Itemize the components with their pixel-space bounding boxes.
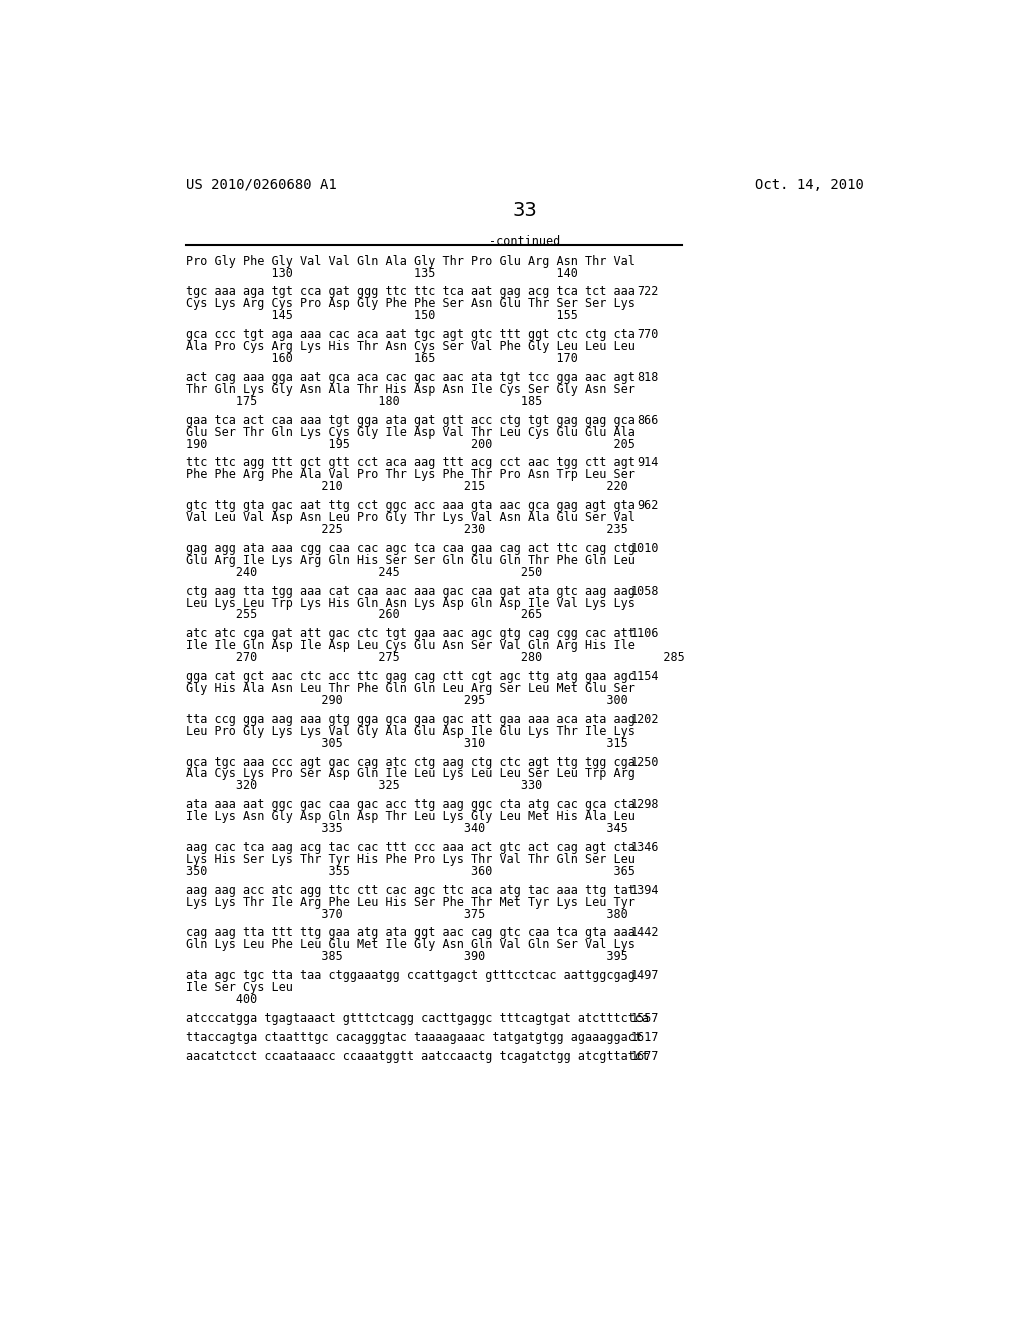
Text: 210                 215                 220: 210 215 220: [186, 480, 628, 494]
Text: 1557: 1557: [631, 1012, 658, 1024]
Text: 225                 230                 235: 225 230 235: [186, 523, 628, 536]
Text: 350                 355                 360                 365: 350 355 360 365: [186, 865, 635, 878]
Text: Lys His Ser Lys Thr Tyr His Phe Pro Lys Thr Val Thr Gln Ser Leu: Lys His Ser Lys Thr Tyr His Phe Pro Lys …: [186, 853, 635, 866]
Text: Glu Arg Ile Lys Arg Gln His Ser Ser Gln Glu Gln Thr Phe Gln Leu: Glu Arg Ile Lys Arg Gln His Ser Ser Gln …: [186, 554, 635, 566]
Text: 914: 914: [638, 457, 658, 470]
Text: Ile Ile Gln Asp Ile Asp Leu Cys Glu Asn Ser Val Gln Arg His Ile: Ile Ile Gln Asp Ile Asp Leu Cys Glu Asn …: [186, 639, 635, 652]
Text: atc atc cga gat att gac ctc tgt gaa aac agc gtg cag cgg cac att: atc atc cga gat att gac ctc tgt gaa aac …: [186, 627, 635, 640]
Text: 1298: 1298: [631, 799, 658, 812]
Text: 130                 135                 140: 130 135 140: [186, 267, 578, 280]
Text: 722: 722: [638, 285, 658, 298]
Text: 385                 390                 395: 385 390 395: [186, 950, 628, 964]
Text: 1250: 1250: [631, 755, 658, 768]
Text: 400: 400: [186, 993, 257, 1006]
Text: Leu Pro Gly Lys Lys Val Gly Ala Glu Asp Ile Glu Lys Thr Ile Lys: Leu Pro Gly Lys Lys Val Gly Ala Glu Asp …: [186, 725, 635, 738]
Text: 190                 195                 200                 205: 190 195 200 205: [186, 437, 635, 450]
Text: 1154: 1154: [631, 671, 658, 682]
Text: 335                 340                 345: 335 340 345: [186, 822, 628, 836]
Text: tgc aaa aga tgt cca gat ggg ttc ttc tca aat gag acg tca tct aaa: tgc aaa aga tgt cca gat ggg ttc ttc tca …: [186, 285, 635, 298]
Text: gtc ttg gta gac aat ttg cct ggc acc aaa gta aac gca gag agt gta: gtc ttg gta gac aat ttg cct ggc acc aaa …: [186, 499, 635, 512]
Text: atcccatgga tgagtaaact gtttctcagg cacttgaggc tttcagtgat atctttctca: atcccatgga tgagtaaact gtttctcagg cacttga…: [186, 1012, 649, 1024]
Text: 145                 150                 155: 145 150 155: [186, 309, 578, 322]
Text: Ile Lys Asn Gly Asp Gln Asp Thr Leu Lys Gly Leu Met His Ala Leu: Ile Lys Asn Gly Asp Gln Asp Thr Leu Lys …: [186, 810, 635, 824]
Text: Phe Phe Arg Phe Ala Val Pro Thr Lys Phe Thr Pro Asn Trp Leu Ser: Phe Phe Arg Phe Ala Val Pro Thr Lys Phe …: [186, 469, 635, 482]
Text: gca tgc aaa ccc agt gac cag atc ctg aag ctg ctc agt ttg tgg cga: gca tgc aaa ccc agt gac cag atc ctg aag …: [186, 755, 635, 768]
Text: 270                 275                 280                 285: 270 275 280 285: [186, 651, 685, 664]
Text: Val Leu Val Asp Asn Leu Pro Gly Thr Lys Val Asn Ala Glu Ser Val: Val Leu Val Asp Asn Leu Pro Gly Thr Lys …: [186, 511, 635, 524]
Text: aag cac tca aag acg tac cac ttt ccc aaa act gtc act cag agt cta: aag cac tca aag acg tac cac ttt ccc aaa …: [186, 841, 635, 854]
Text: US 2010/0260680 A1: US 2010/0260680 A1: [186, 178, 337, 191]
Text: 866: 866: [638, 413, 658, 426]
Text: 1106: 1106: [631, 627, 658, 640]
Text: 1497: 1497: [631, 969, 658, 982]
Text: Gly His Ala Asn Leu Thr Phe Gln Gln Leu Arg Ser Leu Met Glu Ser: Gly His Ala Asn Leu Thr Phe Gln Gln Leu …: [186, 682, 635, 696]
Text: 1010: 1010: [631, 541, 658, 554]
Text: ttc ttc agg ttt gct gtt cct aca aag ttt acg cct aac tgg ctt agt: ttc ttc agg ttt gct gtt cct aca aag ttt …: [186, 457, 635, 470]
Text: Leu Lys Leu Trp Lys His Gln Asn Lys Asp Gln Asp Ile Val Lys Lys: Leu Lys Leu Trp Lys His Gln Asn Lys Asp …: [186, 597, 635, 610]
Text: 160                 165                 170: 160 165 170: [186, 352, 578, 366]
Text: 33: 33: [512, 201, 538, 219]
Text: Gln Lys Leu Phe Leu Glu Met Ile Gly Asn Gln Val Gln Ser Val Lys: Gln Lys Leu Phe Leu Glu Met Ile Gly Asn …: [186, 939, 635, 952]
Text: gca ccc tgt aga aaa cac aca aat tgc agt gtc ttt ggt ctc ctg cta: gca ccc tgt aga aaa cac aca aat tgc agt …: [186, 329, 635, 341]
Text: 320                 325                 330: 320 325 330: [186, 779, 543, 792]
Text: tta ccg gga aag aaa gtg gga gca gaa gac att gaa aaa aca ata aag: tta ccg gga aag aaa gtg gga gca gaa gac …: [186, 713, 635, 726]
Text: 1346: 1346: [631, 841, 658, 854]
Text: Cys Lys Arg Cys Pro Asp Gly Phe Phe Ser Asn Glu Thr Ser Ser Lys: Cys Lys Arg Cys Pro Asp Gly Phe Phe Ser …: [186, 297, 635, 310]
Text: Lys Lys Thr Ile Arg Phe Leu His Ser Phe Thr Met Tyr Lys Leu Tyr: Lys Lys Thr Ile Arg Phe Leu His Ser Phe …: [186, 896, 635, 908]
Text: act cag aaa gga aat gca aca cac gac aac ata tgt tcc gga aac agt: act cag aaa gga aat gca aca cac gac aac …: [186, 371, 635, 384]
Text: -continued: -continued: [489, 235, 560, 248]
Text: 1058: 1058: [631, 585, 658, 598]
Text: ttaccagtga ctaatttgc cacagggtac taaaagaaac tatgatgtgg agaaaggact: ttaccagtga ctaatttgc cacagggtac taaaagaa…: [186, 1031, 642, 1044]
Text: gga cat gct aac ctc acc ttc gag cag ctt cgt agc ttg atg gaa agc: gga cat gct aac ctc acc ttc gag cag ctt …: [186, 671, 635, 682]
Text: Ala Cys Lys Pro Ser Asp Gln Ile Leu Lys Leu Leu Ser Leu Trp Arg: Ala Cys Lys Pro Ser Asp Gln Ile Leu Lys …: [186, 767, 635, 780]
Text: aacatctcct ccaataaacc ccaaatggtt aatccaactg tcagatctgg atcgttatct: aacatctcct ccaataaacc ccaaatggtt aatccaa…: [186, 1049, 649, 1063]
Text: Ile Ser Cys Leu: Ile Ser Cys Leu: [186, 981, 293, 994]
Text: 255                 260                 265: 255 260 265: [186, 609, 543, 622]
Text: 818: 818: [638, 371, 658, 384]
Text: 290                 295                 300: 290 295 300: [186, 694, 628, 708]
Text: ata agc tgc tta taa ctggaaatgg ccattgagct gtttcctcac aattggcgag: ata agc tgc tta taa ctggaaatgg ccattgagc…: [186, 969, 635, 982]
Text: 305                 310                 315: 305 310 315: [186, 737, 628, 750]
Text: 1677: 1677: [631, 1049, 658, 1063]
Text: 962: 962: [638, 499, 658, 512]
Text: aag aag acc atc agg ttc ctt cac agc ttc aca atg tac aaa ttg tat: aag aag acc atc agg ttc ctt cac agc ttc …: [186, 883, 635, 896]
Text: 240                 245                 250: 240 245 250: [186, 566, 543, 578]
Text: Ala Pro Cys Arg Lys His Thr Asn Cys Ser Val Phe Gly Leu Leu Leu: Ala Pro Cys Arg Lys His Thr Asn Cys Ser …: [186, 341, 635, 354]
Text: 370                 375                 380: 370 375 380: [186, 908, 628, 920]
Text: ata aaa aat ggc gac caa gac acc ttg aag ggc cta atg cac gca cta: ata aaa aat ggc gac caa gac acc ttg aag …: [186, 799, 635, 812]
Text: 1442: 1442: [631, 927, 658, 940]
Text: gag agg ata aaa cgg caa cac agc tca caa gaa cag act ttc cag ctg: gag agg ata aaa cgg caa cac agc tca caa …: [186, 541, 635, 554]
Text: Pro Gly Phe Gly Val Val Gln Ala Gly Thr Pro Glu Arg Asn Thr Val: Pro Gly Phe Gly Val Val Gln Ala Gly Thr …: [186, 255, 635, 268]
Text: 1202: 1202: [631, 713, 658, 726]
Text: 1617: 1617: [631, 1031, 658, 1044]
Text: ctg aag tta tgg aaa cat caa aac aaa gac caa gat ata gtc aag aag: ctg aag tta tgg aaa cat caa aac aaa gac …: [186, 585, 635, 598]
Text: 175                 180                 185: 175 180 185: [186, 395, 543, 408]
Text: cag aag tta ttt ttg gaa atg ata ggt aac cag gtc caa tca gta aaa: cag aag tta ttt ttg gaa atg ata ggt aac …: [186, 927, 635, 940]
Text: Oct. 14, 2010: Oct. 14, 2010: [755, 178, 863, 191]
Text: gaa tca act caa aaa tgt gga ata gat gtt acc ctg tgt gag gag gca: gaa tca act caa aaa tgt gga ata gat gtt …: [186, 413, 635, 426]
Text: Thr Gln Lys Gly Asn Ala Thr His Asp Asn Ile Cys Ser Gly Asn Ser: Thr Gln Lys Gly Asn Ala Thr His Asp Asn …: [186, 383, 635, 396]
Text: 770: 770: [638, 329, 658, 341]
Text: Glu Ser Thr Gln Lys Cys Gly Ile Asp Val Thr Leu Cys Glu Glu Ala: Glu Ser Thr Gln Lys Cys Gly Ile Asp Val …: [186, 425, 635, 438]
Text: 1394: 1394: [631, 883, 658, 896]
